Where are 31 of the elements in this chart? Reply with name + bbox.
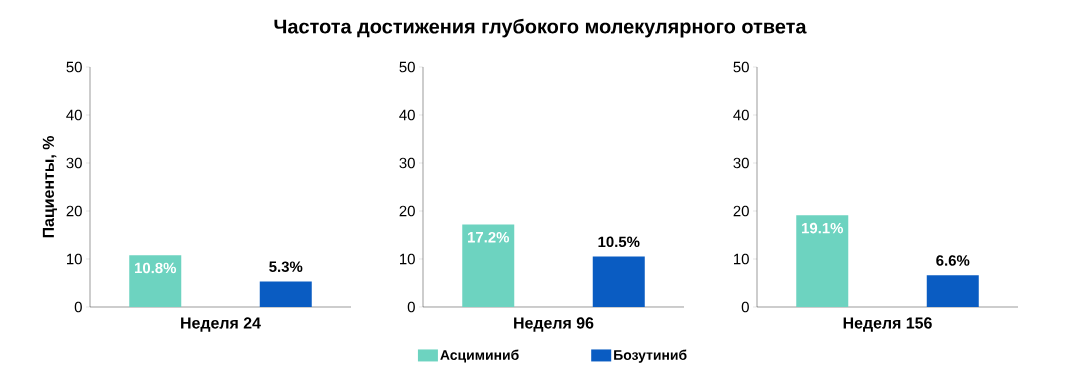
y-tick-label: 0 bbox=[74, 301, 82, 313]
y-tick-label: 10 bbox=[400, 253, 415, 265]
y-tick-label: 50 bbox=[399, 61, 415, 73]
y-tick-label: 20 bbox=[399, 205, 415, 217]
x-axis-title: Неделя 24 bbox=[181, 317, 261, 332]
y-tick-label: 20 bbox=[733, 205, 749, 217]
y-tick-label: 0 bbox=[741, 301, 749, 313]
x-axis-title: Неделя 96 bbox=[514, 317, 594, 332]
data-label: 17.2% bbox=[468, 231, 510, 243]
y-tick-label: 40 bbox=[66, 109, 82, 121]
y-tick-label: 30 bbox=[66, 157, 82, 169]
y-tick-label: 20 bbox=[66, 205, 82, 217]
y-tick-label: 30 bbox=[399, 157, 415, 169]
y-tick-label: 40 bbox=[399, 109, 415, 121]
data-label: 5.3% bbox=[269, 261, 303, 273]
data-label: 19.1% bbox=[802, 222, 844, 234]
y-axis-title: Пациенты, % bbox=[42, 135, 58, 238]
data-label: 6.6% bbox=[936, 255, 970, 266]
y-tick-label: 50 bbox=[733, 61, 749, 73]
data-label: 10.8% bbox=[135, 262, 177, 274]
y-tick-label: 0 bbox=[407, 301, 415, 313]
x-axis-title: Неделя 156 bbox=[843, 317, 932, 332]
data-label: 10.5% bbox=[598, 236, 640, 248]
legend-label: Бозутиниб bbox=[614, 349, 687, 363]
y-tick-label: 30 bbox=[733, 157, 749, 169]
y-tick-label: 10 bbox=[734, 253, 749, 265]
y-tick-label: 50 bbox=[66, 61, 82, 73]
y-tick-label: 40 bbox=[733, 109, 749, 121]
y-tick-label: 10 bbox=[67, 253, 82, 265]
chart-title: Частота достижения глубокого молекулярного ответа bbox=[274, 18, 807, 38]
legend-label: Асциминиб bbox=[440, 349, 519, 363]
